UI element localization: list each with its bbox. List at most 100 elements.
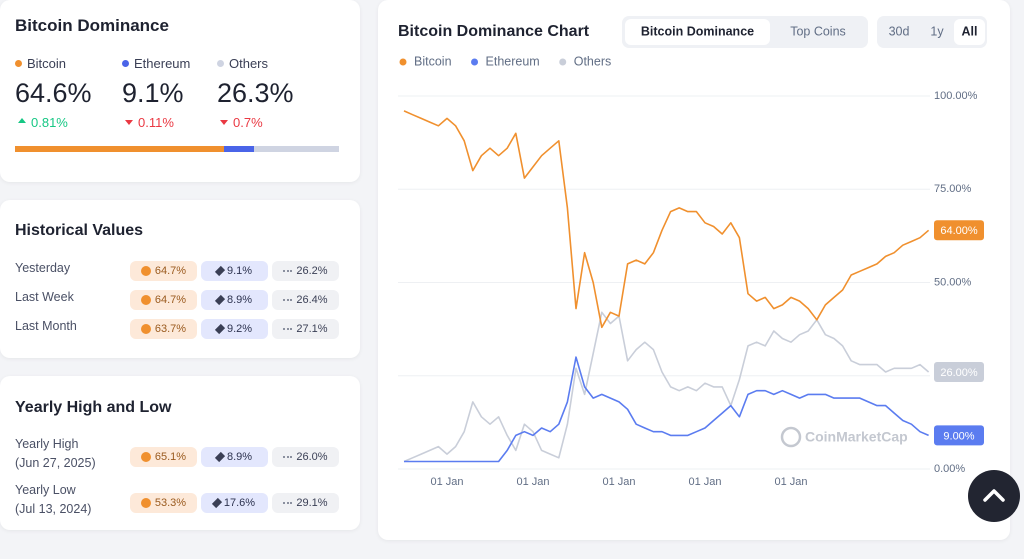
- bitcoin-badge: 63.7%: [130, 319, 197, 339]
- others-value: 26.4%: [296, 294, 328, 306]
- historical-card: Historical Values Yesterday 64.7% 9.1% 26.2%…: [0, 200, 360, 358]
- change-value: 0.81%: [31, 115, 68, 130]
- row-label: Yearly Low: [15, 483, 76, 497]
- dominance-value: 26.3%: [217, 78, 294, 108]
- ethereum-icon: [214, 451, 226, 463]
- range-button[interactable]: 30d: [889, 24, 910, 38]
- row-label: Yesterday: [15, 261, 71, 275]
- section-title: Bitcoin Dominance: [15, 16, 169, 35]
- y-tick-label: 50.00%: [934, 276, 972, 288]
- legend-dot: [471, 58, 479, 66]
- tab[interactable]: Bitcoin Dominance: [641, 24, 754, 38]
- bitcoin-icon: [140, 452, 151, 462]
- others-badge: 26.4%: [272, 290, 339, 310]
- end-badge-label: 64.00%: [940, 225, 978, 237]
- bitcoin-value: 64.7%: [154, 294, 187, 306]
- row-date: (Jun 27, 2025): [15, 456, 96, 470]
- bitcoin-icon: [140, 498, 151, 508]
- bitcoin-badge: 65.1%: [130, 447, 197, 467]
- dot: [286, 299, 289, 301]
- dot: [283, 299, 286, 301]
- dot: [283, 456, 286, 458]
- others-badge: 29.1%: [272, 493, 339, 513]
- dot: [290, 270, 293, 272]
- change-arrow: [18, 118, 26, 123]
- chart-card: Bitcoin Dominance Chart Bitcoin Dominanc…: [378, 0, 1010, 540]
- bitcoin-icon: [140, 295, 151, 305]
- range-button[interactable]: 1y: [930, 24, 944, 38]
- legend-dot: [559, 58, 567, 66]
- others-icon: [283, 270, 293, 272]
- legend-label: Ethereum: [134, 56, 191, 71]
- others-badge: 27.1%: [272, 319, 339, 339]
- section-title: Yearly High and Low: [15, 399, 172, 416]
- others-value: 27.1%: [296, 323, 328, 335]
- ethereum-value: 9.2%: [226, 323, 253, 335]
- x-tick-label: 01 Jan: [602, 476, 635, 488]
- range-active-bg: [954, 19, 985, 45]
- dominance-value: 9.1%: [122, 78, 184, 108]
- x-tick-label: 01 Jan: [516, 476, 549, 488]
- end-badge-label: 9.00%: [943, 430, 974, 442]
- dominance-bar-segment: [224, 146, 254, 152]
- legend-label: Bitcoin: [27, 56, 67, 71]
- ethereum-value: 8.9%: [226, 451, 253, 463]
- end-badge-label: 26.00%: [940, 367, 978, 379]
- ethereum-badge: 9.1%: [201, 261, 268, 281]
- others-value: 29.1%: [296, 497, 328, 509]
- ethereum-icon: [214, 323, 226, 335]
- legend-dot: [217, 60, 224, 67]
- y-tick-label: 0.00%: [934, 463, 965, 475]
- change-arrow: [220, 120, 228, 125]
- ethereum-icon: [214, 294, 226, 306]
- others-value: 26.0%: [296, 451, 328, 463]
- change-arrow: [125, 120, 133, 125]
- series-line: [403, 110, 930, 329]
- series-line: [404, 356, 929, 463]
- legend-label: Bitcoin: [414, 54, 452, 68]
- watermark: CoinMarketCap: [780, 426, 908, 448]
- dot: [283, 270, 286, 272]
- ethereum-value: 9.1%: [226, 265, 253, 277]
- others-value: 26.2%: [296, 265, 328, 277]
- scroll-top-icon: [983, 489, 1005, 502]
- row-label: Yearly High: [15, 437, 79, 451]
- ethereum-badge: 17.6%: [201, 493, 268, 513]
- bitcoin-icon: [140, 324, 151, 334]
- dominance-bar-segment: [253, 146, 339, 152]
- row-label: Last Month: [15, 319, 77, 333]
- y-tick-label: 100.00%: [934, 90, 978, 102]
- ethereum-value: 17.6%: [223, 497, 256, 509]
- dot: [290, 456, 293, 458]
- others-badge: 26.2%: [272, 261, 339, 281]
- dominance-value: 64.6%: [15, 78, 92, 108]
- chart: Bitcoin Dominance Chart Bitcoin Dominanc…: [398, 16, 987, 488]
- others-icon: [283, 328, 293, 330]
- row-date: (Jul 13, 2024): [15, 502, 92, 516]
- row-label: Last Week: [15, 290, 74, 304]
- ethereum-badge: 8.9%: [201, 447, 268, 467]
- legend-dot: [399, 58, 407, 66]
- legend-dot: [122, 60, 129, 67]
- section-title: Historical Values: [15, 222, 144, 239]
- scroll-top-button[interactable]: [968, 470, 1020, 522]
- dominance-card: Bitcoin Dominance Bitcoin 64.6% 0.81% Ethere…: [0, 0, 360, 182]
- legend-dot: [15, 60, 22, 67]
- yearly-card: Yearly High and Low Yearly High (Jun 27, 2…: [0, 376, 360, 530]
- ethereum-badge: 9.2%: [201, 319, 268, 339]
- bitcoin-value: 53.3%: [154, 497, 187, 509]
- watermark-icon: [780, 426, 802, 448]
- ethereum-icon: [211, 497, 222, 509]
- end-badge: [934, 220, 984, 241]
- y-tick-label: 75.00%: [934, 183, 972, 195]
- dot: [290, 328, 293, 330]
- range-button[interactable]: All: [962, 24, 978, 38]
- legend-label: Others: [229, 56, 269, 71]
- tab[interactable]: Top Coins: [790, 24, 846, 38]
- legend-label: Others: [574, 54, 612, 68]
- bitcoin-value: 64.7%: [154, 265, 187, 277]
- tab-active-bg: [625, 19, 770, 45]
- series-line: [403, 311, 930, 463]
- dot: [286, 502, 289, 504]
